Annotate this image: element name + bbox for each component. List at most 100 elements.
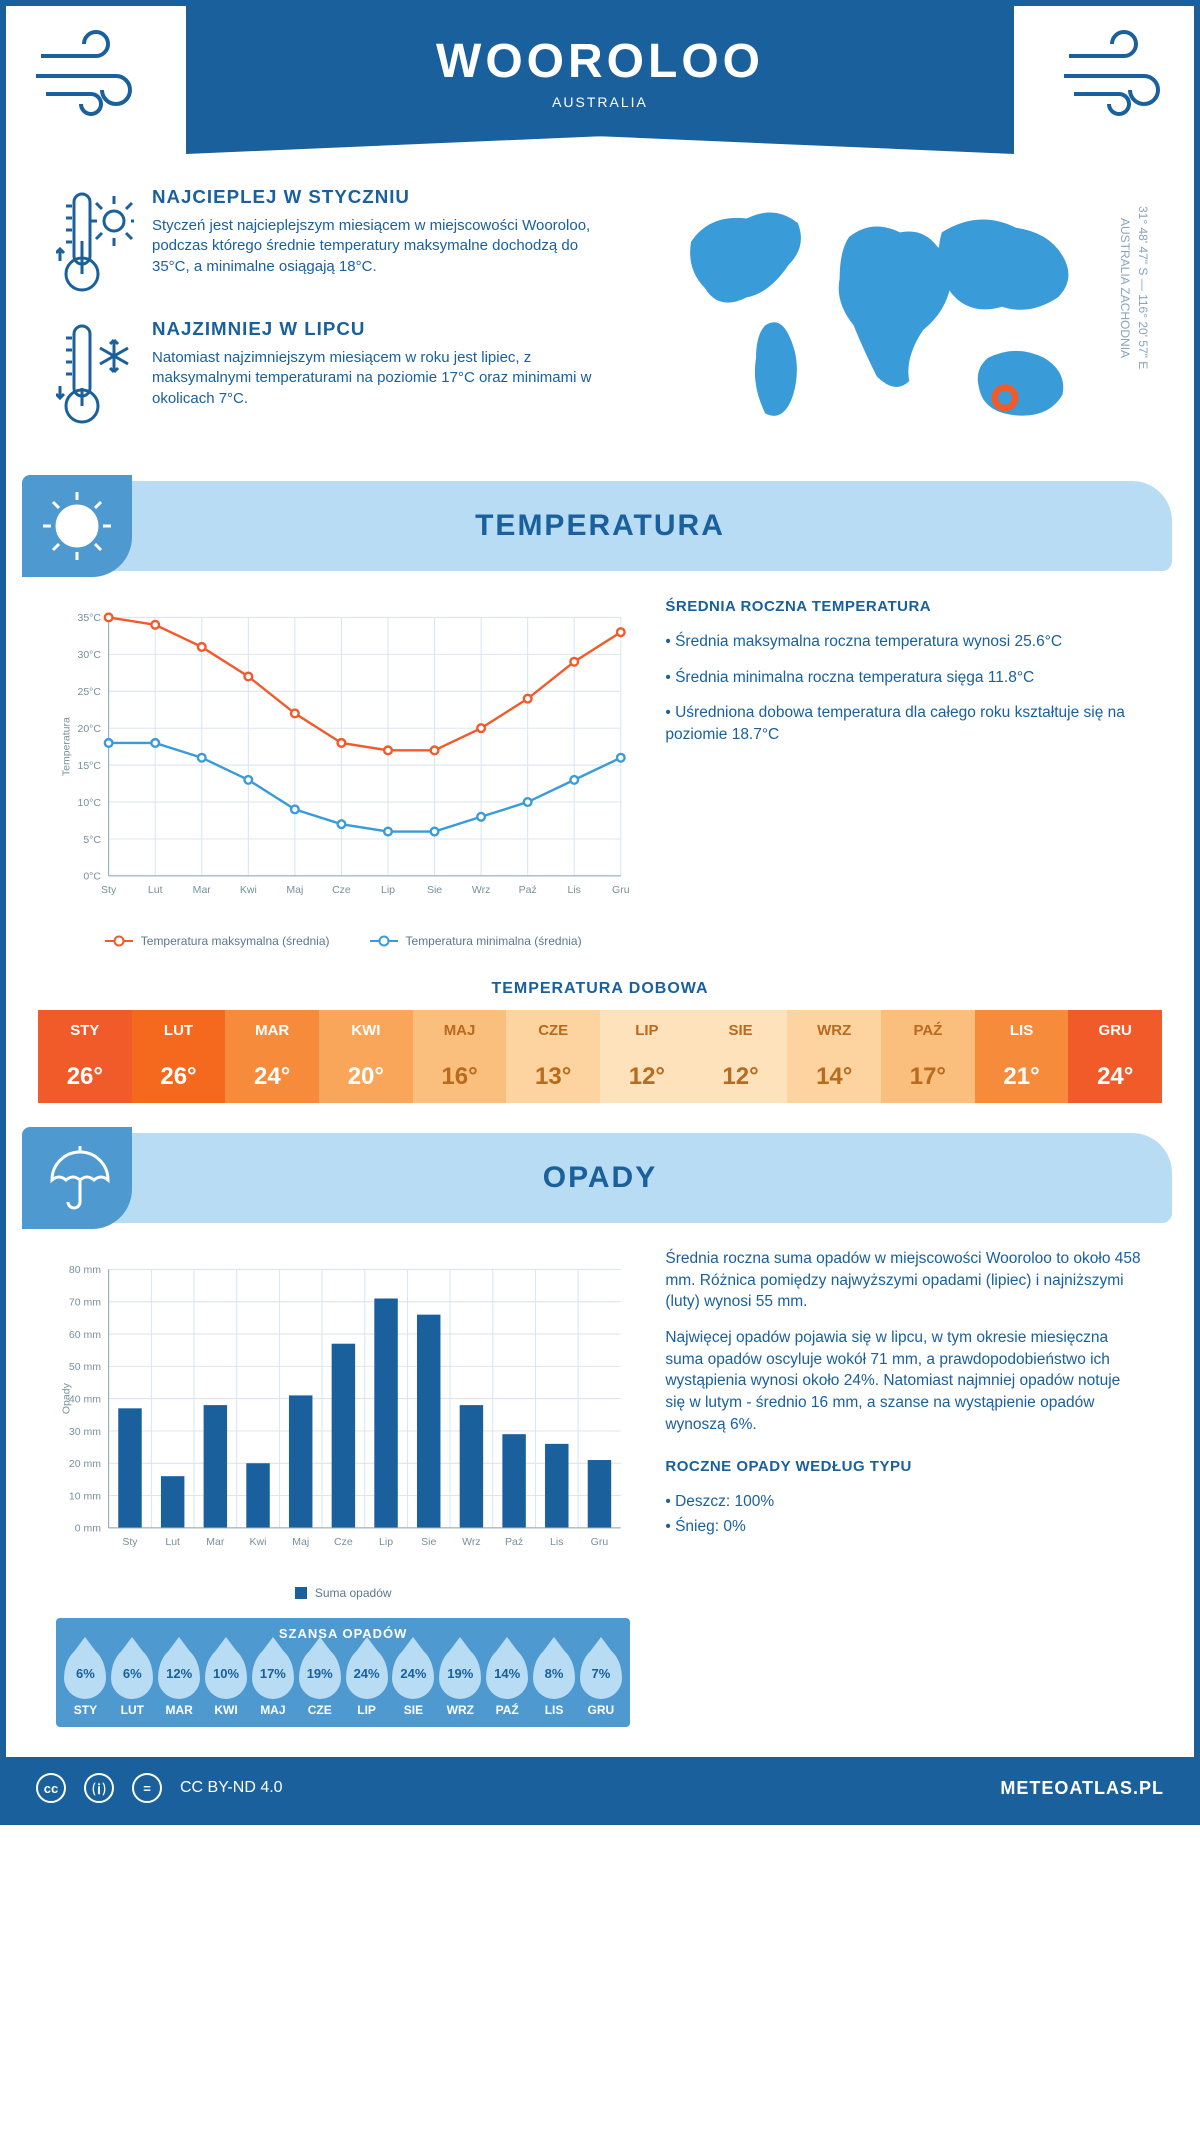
intro-section: NAJCIEPLEJ W STYCZNIU Styczeń jest najci… <box>6 176 1194 471</box>
precip-chance-item: 24%LIP <box>343 1647 390 1717</box>
precip-text-1: Średnia roczna suma opadów w miejscowośc… <box>665 1248 1144 1313</box>
cc-icon: cc <box>36 1773 66 1803</box>
sun-icon <box>22 475 132 577</box>
legend-min-temp: Temperatura minimalna (średnia) <box>370 934 582 948</box>
svg-text:Cze: Cze <box>334 1536 353 1548</box>
svg-text:10 mm: 10 mm <box>69 1490 101 1502</box>
precip-type-snow: • Śnieg: 0% <box>665 1516 1144 1538</box>
location-title: WOOROLOO <box>6 34 1194 89</box>
precip-chance-item: 24%SIE <box>390 1647 437 1717</box>
umbrella-icon <box>22 1127 132 1229</box>
svg-text:Lut: Lut <box>165 1536 180 1548</box>
thermometer-sun-icon <box>56 186 134 296</box>
svg-text:Sie: Sie <box>421 1536 436 1548</box>
svg-text:Maj: Maj <box>286 884 303 896</box>
precip-chance-item: 19%CZE <box>296 1647 343 1717</box>
coldest-fact: NAJZIMNIEJ W LIPCU Natomiast najzimniejs… <box>56 318 598 428</box>
svg-text:15°C: 15°C <box>77 760 101 772</box>
precip-chance-item: 10%KWI <box>203 1647 250 1717</box>
precip-chance-item: 14%PAŹ <box>484 1647 531 1717</box>
precip-chance-item: 6%STY <box>62 1647 109 1717</box>
svg-text:Temperatura: Temperatura <box>60 717 72 776</box>
svg-text:0 mm: 0 mm <box>75 1523 102 1535</box>
svg-text:Gru: Gru <box>612 884 630 896</box>
precip-chance-item: 12%MAR <box>156 1647 203 1717</box>
svg-text:80 mm: 80 mm <box>69 1264 101 1276</box>
precip-chance-item: 7%GRU <box>577 1647 624 1717</box>
svg-text:Gru: Gru <box>591 1536 609 1548</box>
svg-text:Mar: Mar <box>193 884 212 896</box>
svg-text:Lis: Lis <box>568 884 581 896</box>
precip-type-rain: • Deszcz: 100% <box>665 1491 1144 1513</box>
coordinates-label: 31° 48' 47" S — 116° 20' 57" EAUSTRALIA … <box>1116 206 1152 369</box>
legend-precip: Suma opadów <box>295 1586 392 1600</box>
world-map <box>628 186 1144 446</box>
svg-text:Lis: Lis <box>550 1536 563 1548</box>
svg-text:60 mm: 60 mm <box>69 1329 101 1341</box>
annual-temp-b3: • Uśredniona dobowa temperatura dla całe… <box>665 702 1144 745</box>
license-text: CC BY-ND 4.0 <box>180 1779 283 1797</box>
svg-text:Mar: Mar <box>206 1536 225 1548</box>
precip-types-title: ROCZNE OPADY WEDŁUG TYPU <box>665 1456 1144 1477</box>
svg-text:Lut: Lut <box>148 884 163 896</box>
svg-text:Kwi: Kwi <box>250 1536 267 1548</box>
precip-chance-item: 8%LIS <box>531 1647 578 1717</box>
svg-text:50 mm: 50 mm <box>69 1361 101 1373</box>
precipitation-section-header: OPADY <box>28 1133 1172 1223</box>
svg-text:25°C: 25°C <box>77 686 101 698</box>
infographic-container: WOOROLOO AUSTRALIA NAJCIEPLEJ W STYCZNIU… <box>0 0 1200 1825</box>
footer: cc ⒤ = CC BY-ND 4.0 METEOATLAS.PL <box>6 1757 1194 1819</box>
svg-text:Wrz: Wrz <box>472 884 490 896</box>
svg-text:Paź: Paź <box>519 884 537 896</box>
svg-text:40 mm: 40 mm <box>69 1393 101 1405</box>
svg-text:Kwi: Kwi <box>240 884 257 896</box>
annual-temp-title: ŚREDNIA ROCZNA TEMPERATURA <box>665 596 1144 617</box>
svg-text:20 mm: 20 mm <box>69 1458 101 1470</box>
svg-text:Sty: Sty <box>122 1536 138 1548</box>
warmest-text: Styczeń jest najcieplejszym miesiącem w … <box>152 216 598 277</box>
svg-text:5°C: 5°C <box>83 834 101 846</box>
warmest-title: NAJCIEPLEJ W STYCZNIU <box>152 186 598 208</box>
svg-text:10°C: 10°C <box>77 797 101 809</box>
svg-text:0°C: 0°C <box>83 871 101 883</box>
svg-text:20°C: 20°C <box>77 723 101 735</box>
by-icon: ⒤ <box>84 1773 114 1803</box>
svg-text:Maj: Maj <box>292 1536 309 1548</box>
temperature-line-chart: 0°C 5°C 10°C 15°C 20°C 25°C 30°C 35°C Sty Lut Mar K… <box>56 596 630 926</box>
svg-text:30°C: 30°C <box>77 649 101 661</box>
svg-text:70 mm: 70 mm <box>69 1297 101 1309</box>
svg-text:Lip: Lip <box>381 884 395 896</box>
svg-text:Sie: Sie <box>427 884 442 896</box>
coldest-text: Natomiast najzimniejszym miesiącem w rok… <box>152 348 598 409</box>
precipitation-heading: OPADY <box>543 1161 657 1195</box>
svg-text:35°C: 35°C <box>77 612 101 624</box>
precipitation-body: 0 mm 10 mm 20 mm 30 mm 40 mm 50 mm 60 mm 70 mm 8… <box>6 1223 1194 1737</box>
nd-icon: = <box>132 1773 162 1803</box>
precipitation-bar-chart: 0 mm 10 mm 20 mm 30 mm 40 mm 50 mm 60 mm 70 mm 8… <box>56 1248 630 1578</box>
svg-text:Sty: Sty <box>101 884 117 896</box>
precip-chance-panel: SZANSA OPADÓW 6%STY6%LUT12%MAR10%KWI17%M… <box>56 1618 630 1727</box>
precip-chance-item: 19%WRZ <box>437 1647 484 1717</box>
annual-temp-b2: • Średnia minimalna roczna temperatura s… <box>665 667 1144 689</box>
svg-text:30 mm: 30 mm <box>69 1426 101 1438</box>
daily-temp-title: TEMPERATURA DOBOWA <box>6 980 1194 998</box>
legend-max-temp: Temperatura maksymalna (średnia) <box>105 934 330 948</box>
thermometer-snow-icon <box>56 318 134 428</box>
warmest-fact: NAJCIEPLEJ W STYCZNIU Styczeń jest najci… <box>56 186 598 296</box>
svg-text:Cze: Cze <box>332 884 351 896</box>
daily-temp-table: STYLUTMARKWIMAJCZELIPSIEWRZPAŹLISGRU 26°… <box>38 1010 1162 1103</box>
coldest-title: NAJZIMNIEJ W LIPCU <box>152 318 598 340</box>
svg-text:Opady: Opady <box>60 1382 72 1414</box>
header: WOOROLOO AUSTRALIA <box>6 6 1194 176</box>
precip-chance-item: 17%MAJ <box>249 1647 296 1717</box>
svg-text:Lip: Lip <box>379 1536 393 1548</box>
temperature-heading: TEMPERATURA <box>475 509 725 543</box>
annual-temp-b1: • Średnia maksymalna roczna temperatura … <box>665 631 1144 653</box>
temperature-body: 0°C 5°C 10°C 15°C 20°C 25°C 30°C 35°C Sty Lut Mar K… <box>6 571 1194 958</box>
temperature-section-header: TEMPERATURA <box>28 481 1172 571</box>
precip-chance-item: 6%LUT <box>109 1647 156 1717</box>
country-subtitle: AUSTRALIA <box>6 94 1194 110</box>
svg-text:Wrz: Wrz <box>462 1536 480 1548</box>
svg-text:Paź: Paź <box>505 1536 523 1548</box>
precip-text-2: Najwięcej opadów pojawia się w lipcu, w … <box>665 1327 1144 1435</box>
